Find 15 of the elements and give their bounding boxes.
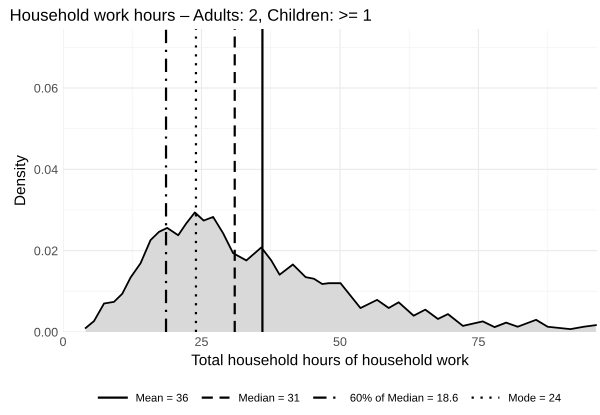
chart-title: Household work hours – Adults: 2, Children: >= 1 (10, 8, 372, 23)
legend-label: Median = 31 (239, 394, 300, 402)
legend-label: Mode = 24 (509, 394, 561, 402)
legend-label: 60% of Median = 18.6 (350, 394, 458, 402)
y-tick-label: 0.04 (34, 165, 58, 174)
x-tick-label: 75 (472, 337, 485, 346)
x-tick-label: 25 (195, 337, 208, 346)
y-tick-label: 0.00 (34, 328, 58, 337)
y-axis-title: Density (14, 155, 28, 205)
x-tick-label: 0 (60, 337, 66, 346)
x-axis-title: Total household hours of household work (191, 354, 469, 366)
legend-label: Mean = 36 (136, 394, 188, 402)
y-tick-label: 0.06 (34, 84, 58, 93)
x-tick-label: 50 (334, 337, 346, 346)
y-tick-label: 0.02 (34, 246, 58, 256)
